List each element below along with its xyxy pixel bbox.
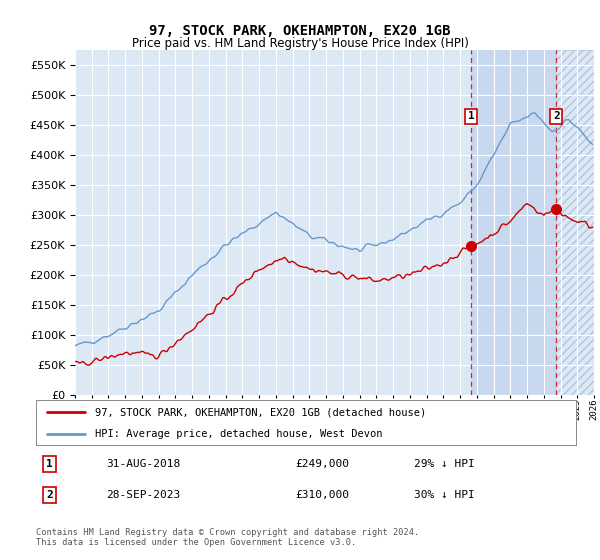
Text: 30% ↓ HPI: 30% ↓ HPI bbox=[414, 490, 475, 500]
Bar bbox=[556, 50, 594, 395]
Text: 97, STOCK PARK, OKEHAMPTON, EX20 1GB: 97, STOCK PARK, OKEHAMPTON, EX20 1GB bbox=[149, 24, 451, 38]
Bar bbox=[471, 50, 556, 395]
Text: 28-SEP-2023: 28-SEP-2023 bbox=[106, 490, 181, 500]
Text: Price paid vs. HM Land Registry's House Price Index (HPI): Price paid vs. HM Land Registry's House … bbox=[131, 36, 469, 50]
Text: 2: 2 bbox=[553, 111, 560, 122]
Text: £310,000: £310,000 bbox=[295, 490, 349, 500]
Text: 2: 2 bbox=[46, 490, 53, 500]
Text: Contains HM Land Registry data © Crown copyright and database right 2024.
This d: Contains HM Land Registry data © Crown c… bbox=[36, 528, 419, 547]
Text: 1: 1 bbox=[468, 111, 475, 122]
Text: 29% ↓ HPI: 29% ↓ HPI bbox=[414, 459, 475, 469]
Text: 1: 1 bbox=[46, 459, 53, 469]
Text: £249,000: £249,000 bbox=[295, 459, 349, 469]
Text: HPI: Average price, detached house, West Devon: HPI: Average price, detached house, West… bbox=[95, 430, 383, 440]
Text: 31-AUG-2018: 31-AUG-2018 bbox=[106, 459, 181, 469]
Text: 97, STOCK PARK, OKEHAMPTON, EX20 1GB (detached house): 97, STOCK PARK, OKEHAMPTON, EX20 1GB (de… bbox=[95, 408, 427, 418]
